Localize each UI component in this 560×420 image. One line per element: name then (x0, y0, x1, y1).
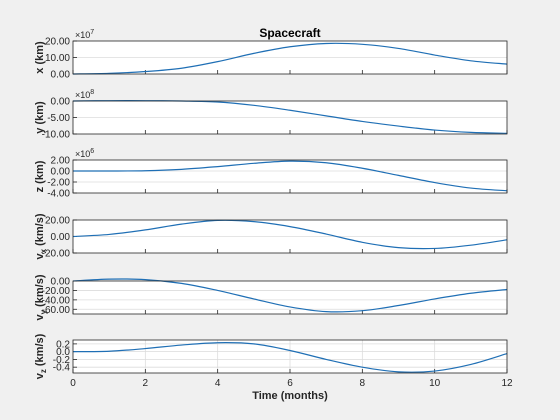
y-tick-label: -5.00 (47, 113, 70, 124)
y-exponent-label: ×108 (75, 89, 94, 100)
y-tick-label: 20.00 (45, 37, 70, 48)
y-tick-label: 10.00 (45, 53, 70, 64)
y-tick-label: 0.00 (51, 277, 71, 288)
x-tick-label: 2 (143, 378, 149, 389)
subplot-1: 0.00 10.00 20.00 ×107 x (km) (34, 29, 508, 81)
series-line (72, 342, 508, 373)
x-axis-label: Time (months) (252, 390, 328, 402)
x-tick-label: 12 (501, 378, 513, 389)
x-tick-label: 0 (70, 378, 76, 389)
x-tick-label: 10 (429, 378, 441, 389)
subplot-3: 2.000.00-2.00-4.00 ×106 z (km) (34, 148, 508, 200)
y-tick-label: -2.00 (47, 178, 70, 189)
y-exponent-power: 7 (90, 29, 94, 36)
y-tick-label: 0.00 (51, 167, 71, 178)
y-tick-label: -0.4 (53, 363, 71, 374)
y-exponent-label: ×106 (75, 148, 94, 159)
axes-box (72, 40, 508, 75)
y-axis-label: z (km) (34, 160, 46, 192)
y-tick-label: -4.00 (47, 189, 70, 200)
subplot-2: 0.00 -5.00 -10.00 ×108 y (km) (34, 89, 508, 141)
y-tick-label: -0.2 (53, 355, 71, 366)
plot-area (73, 160, 507, 193)
axes-box (72, 100, 508, 135)
y-tick-label: 2.00 (51, 156, 71, 167)
y-tick-label: 0.2 (56, 339, 70, 350)
y-axis-label: x (km) (34, 41, 46, 74)
y-exponent-power: 8 (90, 89, 94, 96)
y-tick-label: -20.00 (42, 249, 71, 260)
y-tick-label: 0.00 (51, 232, 71, 243)
series-line (72, 219, 508, 250)
y-tick-label: 0.00 (51, 97, 71, 108)
subplot-6: 0.20.0-0.2-0.4 vz (km/s) (34, 333, 508, 379)
y-tick-label: -10.00 (42, 130, 71, 141)
y-tick-label: -40.00 (42, 295, 71, 306)
axes-box (72, 339, 508, 374)
plot-area (73, 281, 507, 314)
y-tick-label: 0.0 (56, 347, 70, 358)
figure-title: Spacecraft (259, 26, 320, 40)
x-tick-label: 6 (287, 378, 293, 389)
y-tick-label: -60.00 (42, 305, 71, 316)
x-tick-label: 8 (360, 378, 366, 389)
series-line (72, 160, 508, 192)
y-axis-label: y (km) (34, 101, 46, 134)
y-axis-label: vy (km/s) (34, 274, 48, 320)
series-line (72, 42, 508, 75)
y-tick-label: -20.00 (42, 286, 71, 297)
y-tick-label: 20.00 (45, 216, 70, 227)
y-exponent-label: ×107 (75, 29, 94, 40)
axes-box (72, 159, 508, 194)
axes-box (72, 280, 508, 315)
y-axis-label: vz (km/s) (34, 333, 48, 379)
y-axis-label: vx (km/s) (34, 213, 48, 259)
y-exponent-power: 6 (90, 148, 94, 155)
x-tick-label: 4 (215, 378, 221, 389)
series-line (72, 278, 508, 313)
y-tick-label: 0.00 (51, 70, 71, 81)
axes-box (72, 219, 508, 254)
